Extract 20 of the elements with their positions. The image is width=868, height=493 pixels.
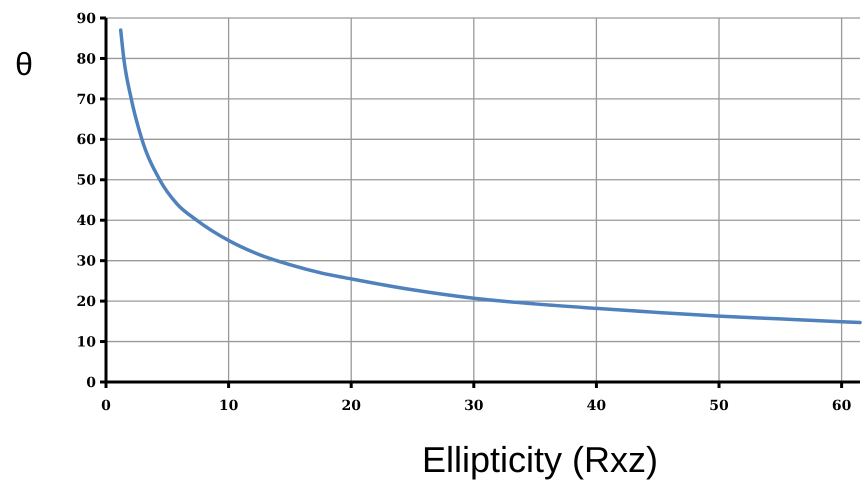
y-tick-label: 80 xyxy=(76,51,96,68)
y-tick-label: 70 xyxy=(76,92,96,108)
y-tick-label: 40 xyxy=(76,213,96,230)
y-tick-label: 60 xyxy=(76,132,96,148)
x-tick-label: 0 xyxy=(101,398,112,414)
y-tick-label: 50 xyxy=(76,172,96,189)
x-tick-label: 30 xyxy=(464,398,484,414)
x-tick-label: 60 xyxy=(832,398,852,414)
y-tick-label: 30 xyxy=(76,254,96,270)
y-tick-label: 20 xyxy=(76,294,96,310)
y-tick-label: 0 xyxy=(86,374,96,391)
y-axis-title: θ xyxy=(15,46,33,82)
line-series xyxy=(118,28,862,324)
x-tick-label: 20 xyxy=(341,398,362,414)
y-tick-label: 90 xyxy=(76,10,96,27)
y-tick-label: 10 xyxy=(76,334,96,350)
x-tick-label: 40 xyxy=(586,398,606,414)
x-tick-label: 10 xyxy=(218,398,239,414)
x-axis-title: Ellipticity (Rxz) xyxy=(422,439,658,480)
x-tick-label: 50 xyxy=(709,398,730,414)
